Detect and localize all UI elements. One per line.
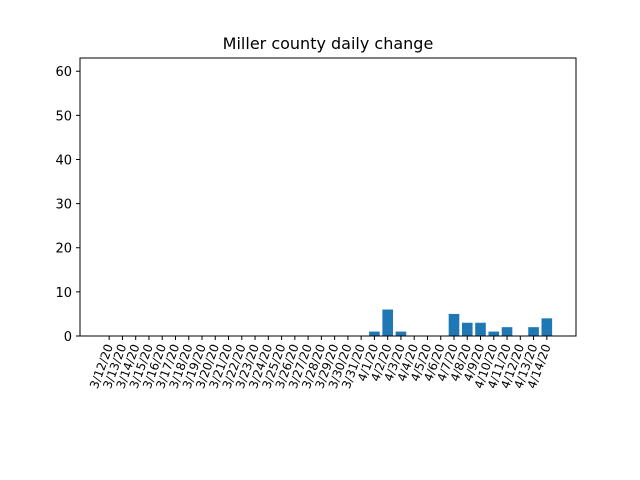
chart-title: Miller county daily change xyxy=(223,34,434,53)
y-tick-label: 0 xyxy=(64,330,72,345)
y-tick-label: 50 xyxy=(55,109,72,124)
y-axis: 0 10 20 30 40 50 60 xyxy=(55,65,80,345)
bar-4/8/20 xyxy=(461,322,473,336)
y-tick-label: 20 xyxy=(55,242,72,257)
bar-4/9/20 xyxy=(475,322,486,336)
bars-group xyxy=(369,309,553,336)
bar-4/10/20 xyxy=(488,331,500,336)
bar-4/13/20 xyxy=(528,327,539,336)
y-tick-label: 30 xyxy=(55,198,72,213)
bar-4/14/20 xyxy=(541,318,553,336)
x-axis: 3/12/203/13/203/14/203/15/203/16/203/17/… xyxy=(87,336,554,391)
plot-frame xyxy=(79,57,577,337)
y-tick-label: 40 xyxy=(55,153,72,168)
bar-4/3/20 xyxy=(395,331,407,336)
bar-4/11/20 xyxy=(501,327,513,336)
bar-4/2/20 xyxy=(382,309,393,336)
y-tick-label: 60 xyxy=(55,65,72,80)
y-tick-label: 10 xyxy=(55,286,72,301)
bar-4/1/20 xyxy=(369,331,380,336)
bar-4/7/20 xyxy=(448,313,460,336)
